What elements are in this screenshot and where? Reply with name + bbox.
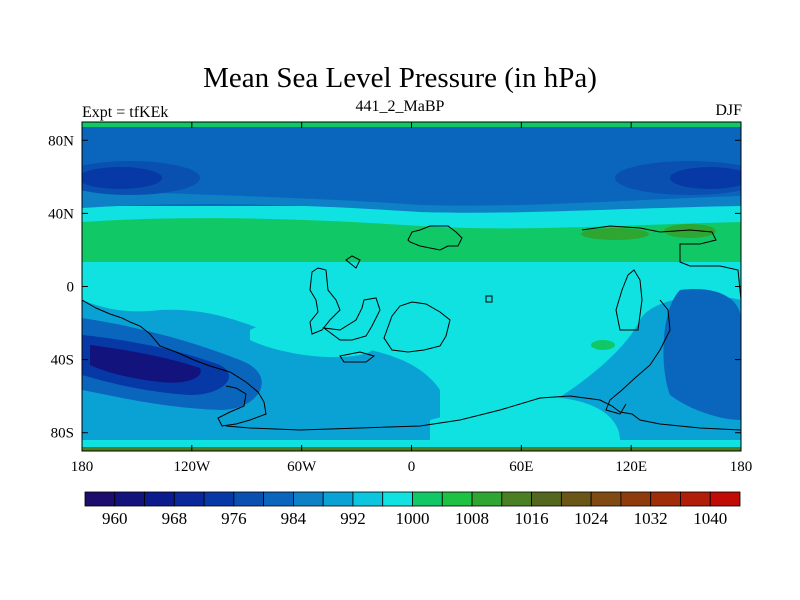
colorbar-label: 1016 — [515, 509, 549, 528]
madagascar-outline — [339, 351, 376, 363]
field-980-east — [670, 167, 741, 189]
lat-tick-label: 40S — [51, 353, 74, 369]
colorbar-box — [471, 491, 503, 507]
colorbar-label: 976 — [221, 509, 247, 528]
colorbar-label: 960 — [102, 509, 128, 528]
lon-tick-label: 120E — [615, 459, 647, 475]
africa-outline — [322, 297, 381, 341]
lat-tick-label: 0 — [67, 280, 75, 296]
colorbar-label: 968 — [162, 509, 188, 528]
field-968-south — [90, 345, 201, 383]
colorbar-label: 1024 — [574, 509, 609, 528]
chart-title: Mean Sea Level Pressure (in hPa) — [203, 62, 597, 94]
colorbar-label: 992 — [340, 509, 366, 528]
land-outlines — [82, 225, 741, 431]
field-992-north — [82, 190, 741, 213]
lat-tick-label: 80S — [51, 426, 74, 442]
field-1000-north — [82, 201, 741, 229]
field-988 — [82, 126, 741, 206]
africa-north-outline — [309, 267, 341, 335]
lon-tick-label: 180 — [730, 459, 753, 475]
colorbar-box — [590, 491, 622, 507]
colorbar-box — [173, 491, 205, 507]
center-string: 441_2_MaBP — [355, 98, 445, 115]
field-1000-b — [250, 315, 377, 358]
colorbar-box — [560, 491, 592, 507]
colorbar-box — [501, 491, 532, 507]
field-1000-coast — [430, 397, 620, 440]
colorbar-box — [84, 491, 116, 507]
colorbar-box — [322, 491, 354, 507]
antarctica-outline — [225, 395, 741, 431]
lat-tick-label: 40N — [48, 206, 74, 222]
colorbar-box — [114, 491, 145, 507]
colorbar-box — [441, 491, 473, 507]
field-988-southeast — [663, 289, 741, 420]
asia-coast-outline — [605, 299, 671, 415]
island-outline-b — [485, 295, 493, 303]
colorbar-box — [709, 491, 741, 507]
colorbar-label: 1008 — [455, 509, 489, 528]
colorbar-label: 984 — [281, 509, 307, 528]
left-string: Expt = tfKEk — [82, 104, 169, 121]
field-1000 — [82, 262, 741, 430]
colorbar-box — [531, 491, 562, 507]
field-980-west — [82, 167, 162, 189]
colorbar-label: 1040 — [693, 509, 727, 528]
colorbar-box — [620, 491, 652, 507]
lon-tick-label: 120W — [173, 459, 211, 475]
lon-tick-label: 180 — [71, 459, 94, 475]
south-america-outline — [82, 299, 267, 427]
colorbar-box — [263, 491, 294, 507]
field-1008-b — [664, 224, 716, 238]
colorbar-box — [680, 491, 711, 507]
africa-south-outline — [383, 301, 451, 353]
lat-tick-label: 80N — [48, 133, 74, 149]
asia-outline — [581, 225, 741, 301]
pressure-field — [82, 122, 741, 451]
colorbar-box — [293, 491, 324, 507]
field-1008-a — [581, 228, 649, 240]
lon-tick-label: 60E — [509, 459, 533, 475]
colorbar-box — [233, 491, 265, 507]
colorbar-box — [412, 491, 443, 507]
colorbar-box — [352, 491, 384, 507]
europe-outline — [407, 225, 463, 251]
colorbar-box — [650, 491, 681, 507]
colorbar-label: 1000 — [396, 509, 430, 528]
field-1004-small — [591, 340, 615, 350]
colorbar: 960 968 976 984 992 1000 1008 1016 1024 1032 1040 — [84, 491, 741, 528]
colorbar-box — [382, 491, 413, 507]
right-string: DJF — [715, 102, 742, 119]
island-outline-a — [345, 255, 361, 269]
india-outline — [615, 269, 643, 331]
colorbar-box — [144, 491, 175, 507]
axis-ticks — [81, 122, 742, 451]
lon-tick-label: 0 — [408, 459, 416, 475]
field-1004 — [82, 216, 741, 262]
axis-labels: 180 120W 60W 0 60E 120E 180 80N 40N 0 40S 80S — [48, 133, 752, 475]
colorbar-box — [203, 491, 235, 507]
lon-tick-label: 60W — [287, 459, 317, 475]
colorbar-label: 1032 — [634, 509, 668, 528]
